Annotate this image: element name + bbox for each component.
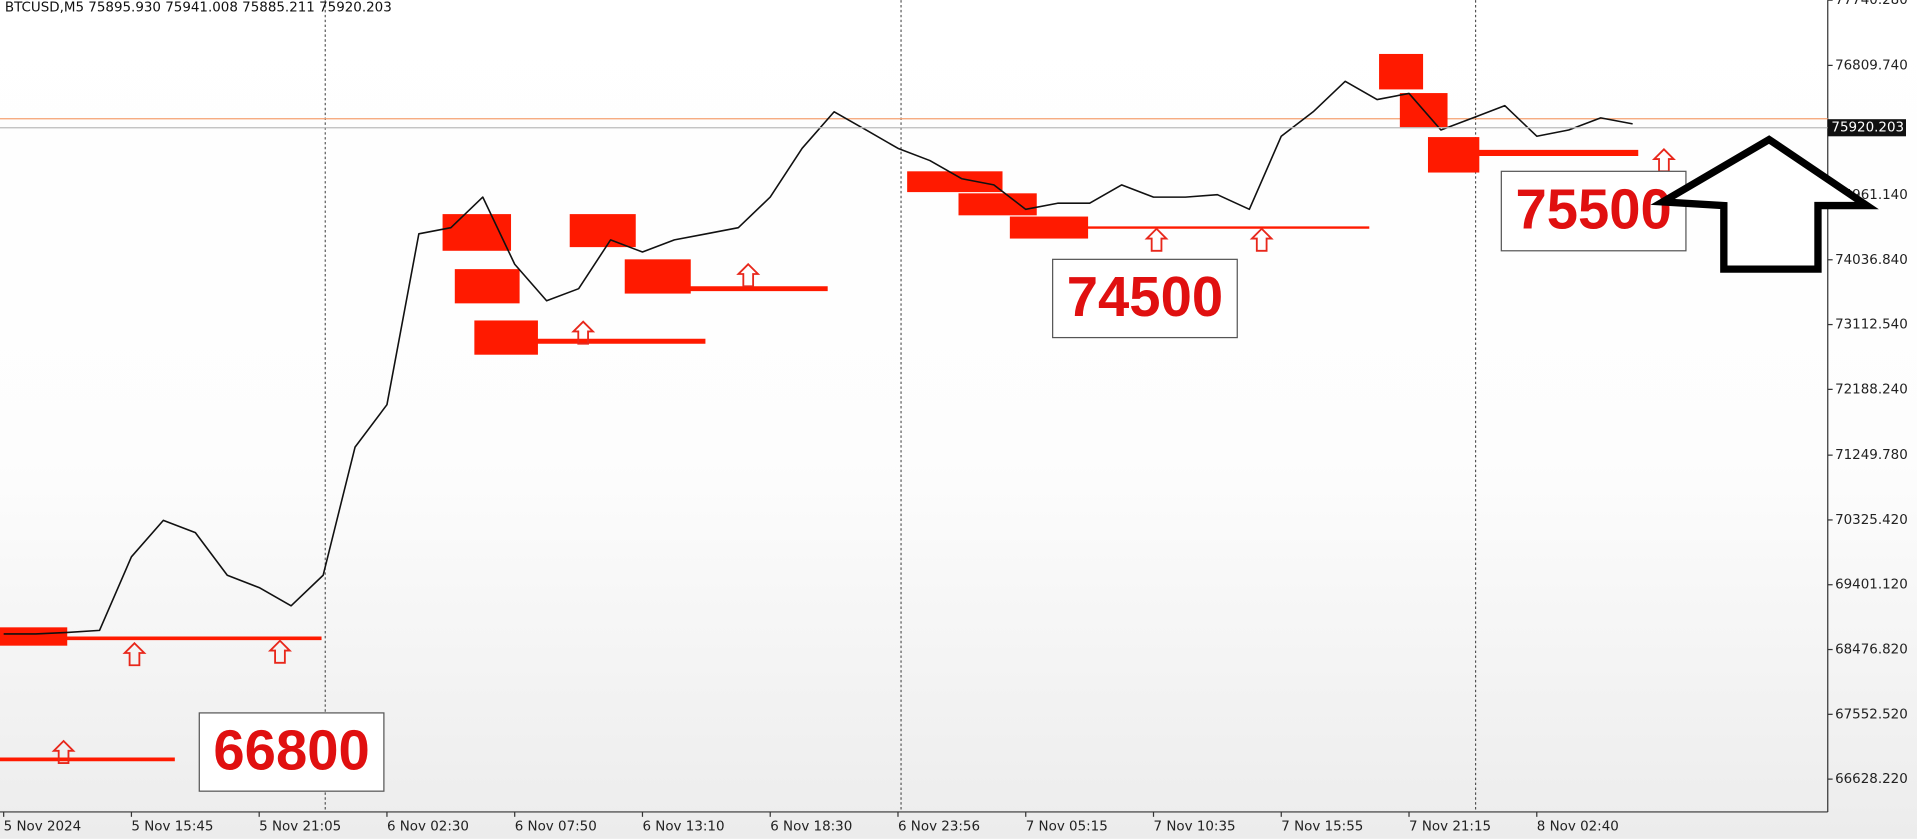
price-tag-label: 75920.203 [1831,121,1904,136]
y-tick-label: 68476.820 [1835,643,1908,658]
big-arrow [1650,135,1879,273]
up-arrow [122,641,147,667]
up-arrow [571,320,596,345]
zone [907,171,1003,193]
x-tick-label: 7 Nov 10:35 [1154,820,1236,835]
y-tick-label: 77740.280 [1835,0,1908,8]
y-tick-label: 72188.240 [1835,382,1908,397]
x-tick-label: 7 Nov 15:55 [1281,820,1363,835]
y-tick-label: 73112.540 [1835,318,1908,333]
zone [1379,53,1424,90]
annotation: 74500 [1067,265,1223,328]
y-tick-label: 69401.120 [1835,578,1908,593]
x-tick-label: 6 Nov 13:10 [642,820,724,835]
up-arrow [736,262,761,288]
up-arrow [51,739,76,764]
y-tick-label: 70325.420 [1835,513,1908,528]
x-tick-label: 6 Nov 18:30 [770,820,852,835]
y-tick-label: 71249.780 [1835,448,1908,463]
zone [624,259,691,294]
day-separators [324,0,1477,812]
zone [958,193,1037,216]
annotation-box [1052,258,1238,339]
annotation: 66800 [213,718,369,781]
x-tick-label: 6 Nov 23:56 [898,820,980,835]
y-tick-label: 66628.220 [1835,772,1908,787]
chart-title: BTCUSD,M5 75895.930 75941.008 75885.211 … [5,0,392,15]
y-tick-label: 74036.840 [1835,253,1908,268]
up-arrow [267,639,292,664]
y-tick-label: 67552.520 [1835,707,1908,722]
x-tick-label: 5 Nov 21:05 [259,820,341,835]
x-tick-label: 7 Nov 05:15 [1026,820,1108,835]
up-arrow [1249,227,1274,252]
zone [569,214,636,248]
zone [454,269,520,304]
annotation-box [198,712,385,792]
x-tick-label: 5 Nov 15:45 [131,820,213,835]
annotation: 75500 [1515,177,1671,240]
price-tag [1827,119,1906,137]
zone [442,214,512,251]
x-tick-label: 5 Nov 2024 [4,820,82,835]
price-line [3,80,1633,635]
x-tick-label: 7 Nov 21:15 [1409,820,1491,835]
x-tick-label: 6 Nov 02:30 [387,820,469,835]
x-tick-label: 6 Nov 07:50 [515,820,597,835]
x-tick-label: 8 Nov 02:40 [1537,820,1619,835]
y-tick-label: 76809.740 [1835,58,1908,73]
annotation-box [1500,170,1687,252]
up-arrow [1144,227,1169,252]
zone [474,320,538,355]
